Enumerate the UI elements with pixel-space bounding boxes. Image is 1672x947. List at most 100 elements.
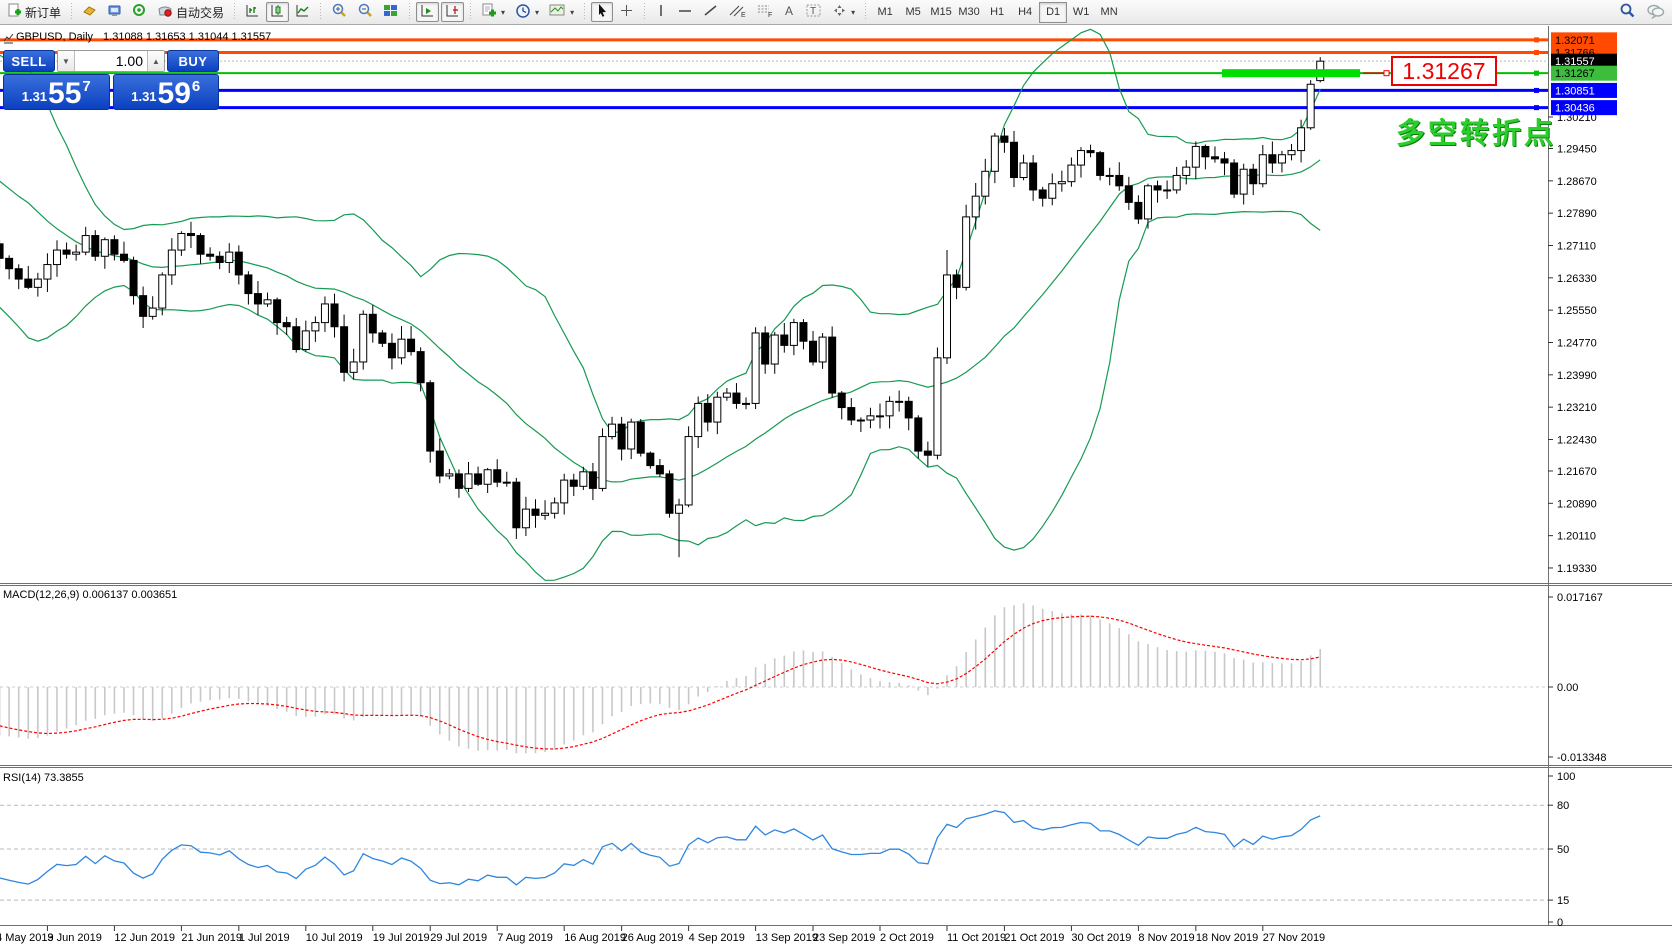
candle-body (502, 481, 511, 484)
macd-histogram-bar (27, 687, 30, 739)
volume-decrease-button[interactable]: ▼ (58, 51, 75, 71)
auto-scroll-button[interactable] (416, 2, 440, 22)
candle-body (1163, 189, 1172, 192)
timeframe-toolbar: M1 M5 M15 M30 H1 H4 D1 W1 MN (871, 1, 1123, 23)
sell-price-button[interactable]: 1.31 55 7 (3, 74, 110, 110)
timeframe-button-H1[interactable]: H1 (990, 6, 1005, 18)
timeframe-button-M30[interactable]: M30 (958, 6, 980, 18)
fibonacci-button[interactable]: F (752, 2, 777, 22)
support-line-2-handle[interactable] (1534, 105, 1539, 111)
candle-body (349, 361, 358, 373)
buy-button[interactable]: BUY (167, 50, 219, 72)
macd-histogram-bar (1185, 651, 1188, 687)
dropdown-arrow-icon: ▾ (851, 7, 856, 17)
chat-button[interactable] (1642, 2, 1669, 22)
macd-histogram-bar (448, 687, 451, 741)
macd-histogram-bar (1309, 655, 1312, 687)
candle-body (292, 326, 301, 351)
candle-body (311, 322, 320, 332)
signals-icon (132, 3, 147, 21)
macd-histogram-bar (1319, 649, 1322, 687)
macd-scale-label: 0.00 (1557, 682, 1578, 694)
new-order-button[interactable]: 新订单 (3, 2, 65, 22)
macd-histogram-bar (123, 687, 125, 713)
price-scale[interactable]: 1.302101.294501.286701.278901.271101.263… (1548, 32, 1617, 929)
svg-text:T: T (810, 6, 816, 17)
price-callout-box[interactable]: 1.31267 (1391, 56, 1497, 86)
fibonacci-icon: F (756, 3, 773, 21)
bar-chart-button[interactable] (241, 2, 264, 22)
candle-body (560, 479, 569, 504)
sell-button[interactable]: SELL (3, 50, 55, 72)
candle-body (923, 450, 932, 456)
text-button[interactable]: A (779, 2, 800, 22)
support-line-1-handle[interactable] (1534, 87, 1539, 93)
macd-pane (0, 603, 1548, 754)
timeframe-button-MN[interactable]: MN (1100, 6, 1118, 18)
metaeditor-button[interactable] (78, 2, 101, 22)
chart-shift-button[interactable] (441, 2, 465, 22)
macd-histogram-bar (812, 652, 814, 687)
candle-body (1105, 174, 1114, 177)
chat-icon (1646, 3, 1665, 22)
macd-histogram-bar (1175, 651, 1178, 687)
macd-histogram-bar (429, 687, 432, 726)
timeframe-button-H4[interactable]: H4 (1018, 6, 1033, 18)
macd-scale-label: 0.017167 (1557, 592, 1603, 604)
candle-body (990, 135, 999, 172)
candle-body (81, 235, 90, 253)
candle-body (378, 332, 387, 344)
candlestick-chart-button[interactable] (266, 2, 290, 22)
horizontal-line-button[interactable] (673, 2, 697, 22)
indicators-button[interactable]: ▾ (477, 2, 509, 22)
tile-windows-button[interactable] (379, 2, 403, 22)
candle-body (244, 274, 253, 295)
crosshair-button[interactable] (615, 2, 638, 22)
equidistant-channel-button[interactable]: E (725, 2, 750, 22)
macd-histogram-bar (860, 674, 862, 687)
callout-anchor-handle[interactable] (1383, 70, 1390, 77)
pivot-highlight-bar[interactable] (1222, 69, 1360, 78)
arrows-shapes-button[interactable]: ▾ (828, 2, 859, 22)
scale-tick-label: 1.20890 (1557, 498, 1597, 510)
macd-scale-label: -0.013348 (1557, 752, 1607, 764)
pivot-line-green-handle[interactable] (1534, 70, 1539, 76)
candle-body (273, 299, 282, 324)
volume-input[interactable] (75, 53, 147, 69)
volume-increase-button[interactable]: ▲ (147, 51, 164, 71)
timeframe-button-W1[interactable]: W1 (1072, 6, 1090, 18)
signals-button[interactable] (128, 2, 151, 22)
timeframe-button-M15[interactable]: M15 (930, 6, 952, 18)
zoom-out-button[interactable] (353, 2, 377, 22)
macd-histogram-bar (180, 687, 183, 708)
vertical-line-button[interactable] (651, 2, 671, 22)
strategy-tester-button[interactable] (103, 2, 126, 22)
macd-histogram-bar (1147, 644, 1149, 687)
search-button[interactable] (1615, 2, 1640, 22)
macd-histogram-bar (94, 687, 97, 719)
periods-button[interactable]: ▾ (511, 2, 543, 22)
date-label: 21 Oct 2019 (1004, 932, 1064, 944)
cn-annotation-text[interactable]: 多空转折点 (1396, 118, 1557, 150)
line-chart-button[interactable] (291, 2, 314, 22)
timeframe-button-M1[interactable]: M1 (877, 6, 893, 18)
buy-price-button[interactable]: 1.31 59 6 (112, 74, 219, 110)
zoom-in-button[interactable] (327, 2, 351, 22)
macd-histogram-bar (1281, 663, 1283, 687)
horizontal-line-icon (677, 3, 693, 21)
support-line-1-price-text: 1.30851 (1555, 85, 1595, 97)
rsi-scale-label: 15 (1557, 895, 1569, 907)
trendline-button[interactable] (699, 2, 723, 22)
autotrading-button[interactable]: 自动交易 (153, 2, 228, 22)
timeframe-button-M5[interactable]: M5 (905, 6, 921, 18)
resistance-line-1-handle[interactable] (1534, 37, 1539, 43)
text-label-button[interactable]: T (802, 2, 826, 22)
bb-upper-band (0, 28, 1321, 434)
cursor-button[interactable] (591, 2, 614, 22)
macd-histogram-bar (611, 687, 613, 717)
resistance-line-2-handle[interactable] (1534, 50, 1539, 56)
candle-body (856, 419, 865, 422)
templates-button[interactable]: ▾ (545, 2, 578, 22)
timeframe-button-D1[interactable]: D1 (1039, 1, 1068, 23)
